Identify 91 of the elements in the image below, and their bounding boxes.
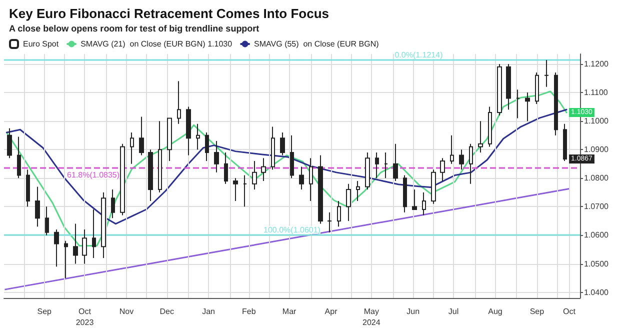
candlestick [554, 72, 558, 136]
candlestick [148, 149, 153, 202]
candlestick [101, 192, 106, 259]
candlestick [139, 116, 144, 156]
x-tick-label: Dec [160, 307, 174, 316]
candlestick [346, 183, 351, 222]
candlestick [130, 132, 134, 164]
candlestick [497, 63, 502, 116]
x-tick-label: Sep [37, 307, 52, 316]
candlestick [299, 166, 304, 190]
candlestick [384, 152, 388, 179]
x-tick-label: Feb [242, 307, 256, 316]
candlestick [337, 200, 341, 228]
ref-line-label: 100.0%(1.0601) [264, 225, 321, 234]
candlestick [459, 149, 464, 170]
candlestick [177, 80, 181, 124]
candlestick [478, 120, 483, 153]
candlestick [82, 229, 87, 264]
candlestick [214, 140, 219, 173]
candlestick [17, 136, 21, 179]
candlestick [544, 59, 549, 88]
candlestick [393, 143, 398, 182]
candlestick [403, 174, 407, 213]
candlestick [516, 89, 520, 119]
candlestick [205, 132, 209, 162]
candlestick [35, 186, 40, 228]
candlestick [186, 106, 191, 156]
candlestick [412, 189, 417, 210]
chart-title: Key Euro Fibonacci Retracement Comes Into Focus [9, 6, 330, 21]
candlestick [440, 158, 445, 182]
candlestick [469, 143, 473, 184]
y-tick-label: 1.1000 [584, 116, 610, 126]
candlestick [271, 126, 275, 170]
chart-subtitle: A close below opens room for test of big trendline support [9, 24, 260, 34]
x-tick-label: Nov [119, 307, 134, 316]
candlestick [280, 132, 285, 156]
candlestick [318, 154, 323, 224]
candlestick [356, 180, 360, 202]
candlestick [290, 134, 294, 179]
candlestick [92, 209, 96, 259]
candlestick [7, 128, 12, 159]
x-tick-label: Oct [563, 307, 576, 316]
x-tick-label: Apr [324, 307, 338, 316]
candlestick [488, 106, 492, 148]
y-tick-label: 1.1100 [584, 88, 608, 98]
candlestick [233, 178, 238, 202]
legend-label: SMAVG (21) on Close (EUR BGN) 1.1030 [80, 40, 233, 48]
y-tick-label: 1.1200 [584, 59, 610, 68]
y-tick-label: 1.0700 [584, 202, 610, 212]
candlestick [252, 160, 257, 190]
x-tick-label: Oct 2023 [76, 307, 94, 327]
ref-line-label: 61.8%(1.0835) [67, 170, 120, 180]
ref-line-label: 0.0%(1.1214) [394, 50, 444, 60]
y-tick-label: 1.0600 [584, 230, 610, 240]
candlestick [261, 158, 266, 182]
x-tick-label: Jul [448, 307, 459, 316]
legend-label: SMAVG (55) on Close (EUR BGN) [254, 40, 380, 48]
candlestick [167, 118, 172, 162]
x-tick-label: Jun [406, 307, 420, 316]
candlestick [243, 174, 247, 208]
candlestick [450, 134, 454, 164]
y-tick-label: 1.0500 [584, 259, 610, 268]
y-tick-label: 1.0800 [584, 174, 610, 183]
line-series [6, 90, 568, 247]
y-tick-label: 1.0400 [584, 288, 610, 297]
candlestick [535, 72, 539, 104]
legend-label: Euro Spot [23, 40, 60, 48]
candlestick [422, 192, 426, 216]
candlestick [73, 223, 78, 264]
candlestick [64, 240, 68, 279]
candlestick [365, 152, 370, 190]
x-tick-label: Jan [202, 307, 216, 316]
candlestick [111, 189, 115, 219]
candlestick [45, 206, 49, 236]
line-series [6, 108, 568, 225]
candlestick [158, 120, 162, 193]
x-tick-label: Sep [530, 307, 545, 316]
candlestick [431, 169, 436, 204]
candlestick [224, 152, 228, 184]
candlestick [327, 212, 332, 233]
candlestick [54, 229, 59, 268]
candlestick [26, 169, 30, 208]
candlestick [196, 123, 200, 150]
x-tick-label: Aug [488, 307, 502, 316]
candlestick [525, 92, 530, 122]
candlestick [506, 63, 511, 110]
y-tick-label: 1.0900 [584, 145, 610, 154]
candlestick [309, 158, 313, 202]
candlestick [375, 152, 379, 179]
x-tick-label: Mar [282, 307, 297, 316]
x-tick-label: May 2024 [362, 307, 381, 327]
